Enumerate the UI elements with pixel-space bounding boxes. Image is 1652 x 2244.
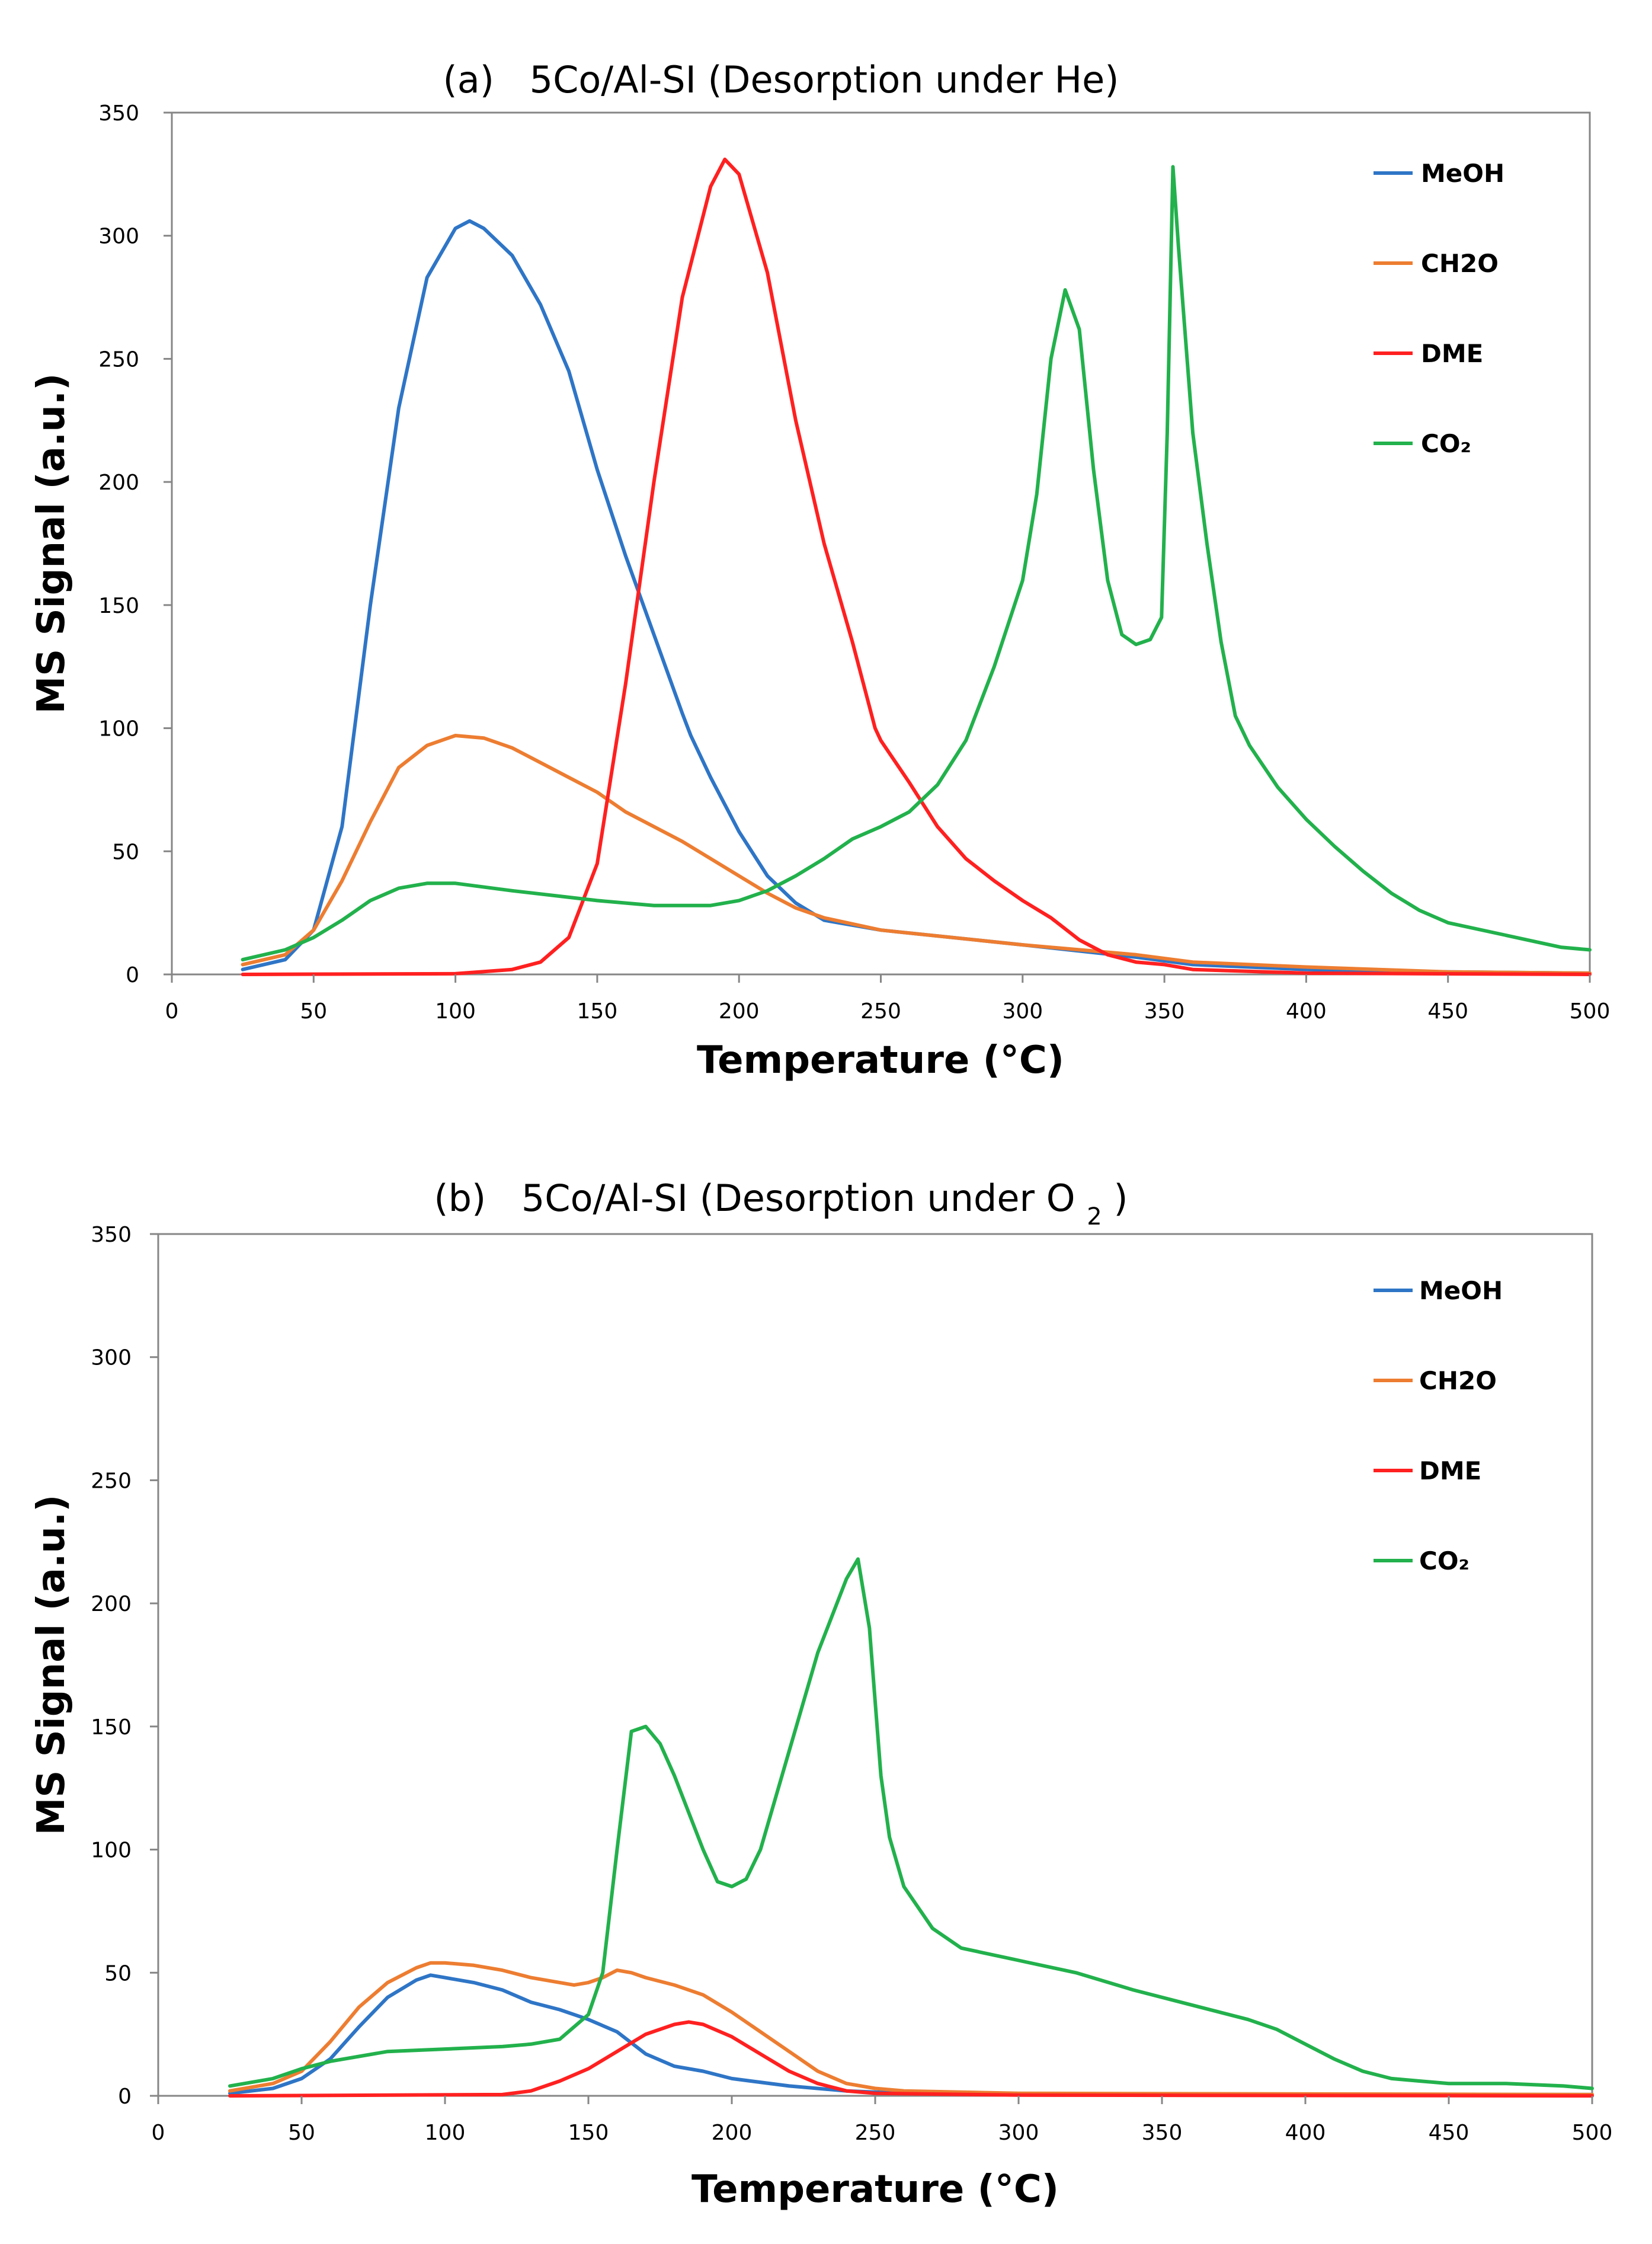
y-tick-label: 350 [91, 1223, 132, 1247]
chart-title-text: 5Co/Al-SI (Desorption under O [521, 1177, 1075, 1220]
y-tick-label: 200 [98, 471, 139, 495]
legend-label-co2: CO₂ [1419, 1546, 1469, 1575]
x-tick-label: 350 [1144, 999, 1185, 1024]
y-tick-label: 100 [91, 1839, 132, 1863]
legend-label-ch2o: CH2O [1421, 249, 1499, 278]
legend-label-meoh: MeOH [1421, 159, 1504, 188]
y-axis-label: MS Signal (a.u.) [30, 1495, 73, 1836]
x-tick-label: 0 [165, 999, 179, 1024]
series-line-co2 [228, 1557, 1594, 2090]
x-tick-label: 350 [1142, 2121, 1183, 2145]
x-tick-label: 300 [1002, 999, 1043, 1024]
x-tick-label: 250 [855, 2121, 896, 2145]
chart-title-sub: 2 [1087, 1203, 1102, 1230]
legend-label-meoh: MeOH [1419, 1276, 1503, 1305]
series-line-dme [228, 2020, 1594, 2098]
x-tick-label: 250 [860, 999, 901, 1024]
x-tick-label: 300 [998, 2121, 1039, 2145]
y-tick-label: 100 [98, 717, 139, 741]
series-line-meoh [228, 1973, 1594, 2096]
y-tick-label: 200 [91, 1592, 132, 1616]
x-tick-label: 400 [1285, 2121, 1326, 2145]
y-tick-label: 250 [98, 347, 139, 372]
y-tick-label: 150 [98, 594, 139, 618]
chart-b: (b) 5Co/Al-SI (Desorption under O 2 ) 0 5… [30, 1177, 1612, 2211]
x-tick-label: 200 [712, 2121, 753, 2145]
legend: MeOH CH2O DME CO₂ [1374, 1276, 1503, 1575]
legend-label-dme: DME [1419, 1456, 1481, 1485]
x-tick-label: 0 [152, 2121, 165, 2145]
y-tick-label: 0 [126, 963, 139, 987]
chart-title: (b) 5Co/Al-SI (Desorption under O 2 ) [434, 1177, 1128, 1230]
y-axis-ticks: 0 50 100 150 200 250 300 350 [98, 101, 172, 987]
x-tick-label: 450 [1427, 999, 1468, 1024]
y-tick-label: 250 [91, 1469, 132, 1493]
x-tick-label: 400 [1286, 999, 1327, 1024]
y-tick-label: 50 [112, 840, 139, 864]
x-tick-label: 500 [1570, 999, 1611, 1024]
y-axis-label: MS Signal (a.u.) [30, 373, 73, 714]
x-tick-label: 50 [288, 2121, 315, 2145]
y-tick-label: 150 [91, 1715, 132, 1740]
chart-title-prefix: (b) [434, 1177, 486, 1220]
y-tick-label: 50 [104, 1961, 132, 1986]
y-axis-ticks: 0 50 100 150 200 250 300 350 [91, 1223, 158, 2109]
x-axis-ticks: 0 50 100 150 200 250 300 350 400 450 500 [152, 2096, 1613, 2145]
x-tick-label: 200 [719, 999, 760, 1024]
legend-label-ch2o: CH2O [1419, 1366, 1497, 1395]
x-tick-label: 100 [435, 999, 476, 1024]
x-tick-label: 100 [425, 2121, 466, 2145]
y-tick-label: 350 [98, 101, 139, 126]
legend: MeOH CH2O DME CO₂ [1374, 159, 1504, 458]
chart-title: (a) 5Co/Al-SI (Desorption under He) [443, 58, 1119, 101]
x-tick-label: 450 [1429, 2121, 1469, 2145]
x-tick-label: 50 [300, 999, 327, 1024]
legend-label-co2: CO₂ [1421, 429, 1471, 458]
y-tick-label: 300 [91, 1346, 132, 1370]
x-tick-label: 150 [577, 999, 618, 1024]
series-line-ch2o [228, 1961, 1594, 2096]
chart-title-suffix: ) [1113, 1177, 1128, 1220]
y-tick-label: 300 [98, 225, 139, 249]
y-tick-label: 0 [118, 2085, 132, 2109]
series-line-meoh [241, 219, 1592, 975]
x-axis-label: Temperature (°C) [697, 1038, 1064, 1082]
series-group [228, 1557, 1594, 2098]
plot-area [171, 111, 1591, 976]
legend-label-dme: DME [1421, 339, 1483, 368]
x-axis-ticks: 0 50 100 150 200 250 300 350 400 450 500 [165, 974, 1611, 1024]
series-line-ch2o [241, 734, 1592, 975]
chart-title-prefix: (a) [443, 58, 494, 101]
chart-a: (a) 5Co/Al-SI (Desorption under He) 0 50 1… [30, 58, 1610, 1082]
x-tick-label: 150 [568, 2121, 609, 2145]
series-line-co2 [241, 165, 1592, 962]
plot-area [157, 1233, 1593, 2097]
x-tick-label: 500 [1572, 2121, 1613, 2145]
x-axis-label: Temperature (°C) [691, 2168, 1059, 2211]
chart-title-text: 5Co/Al-SI (Desorption under He) [530, 58, 1119, 101]
series-line-dme [241, 157, 1592, 976]
series-group [241, 157, 1592, 976]
